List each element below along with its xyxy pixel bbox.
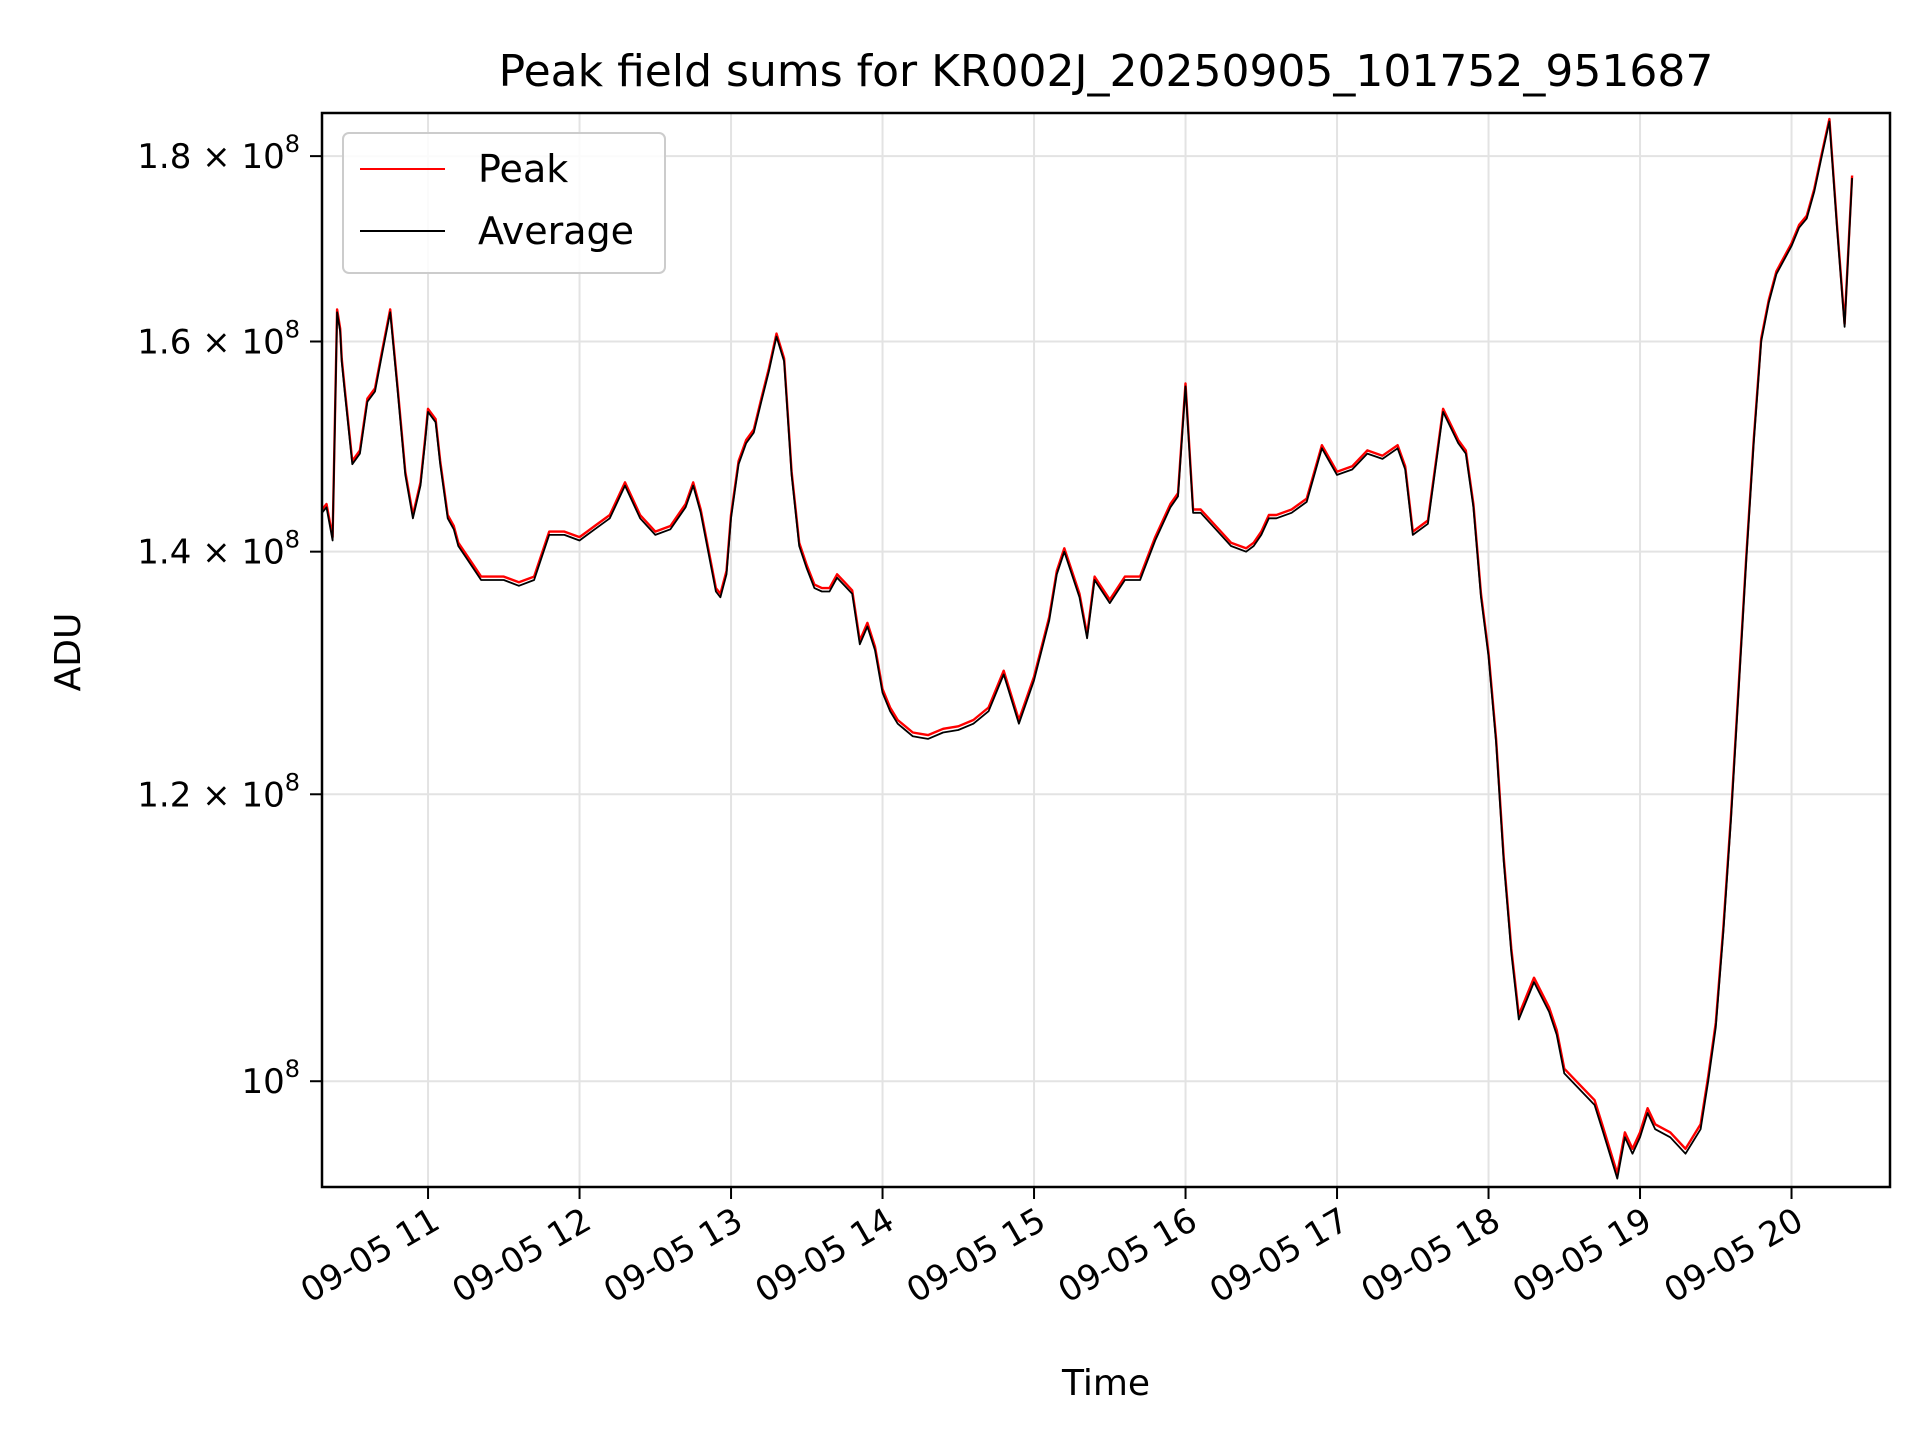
- y-tick-label-exponent: 8: [285, 768, 300, 796]
- y-tick-label-base: 1.6 × 10: [137, 322, 284, 362]
- plot-frame: [320, 111, 1892, 1189]
- y-tick-label-exponent: 8: [285, 1055, 300, 1083]
- y-tick-label-exponent: 8: [285, 315, 300, 343]
- y-tick-label: 1.2 × 108: [137, 768, 300, 815]
- y-tick-label-exponent: 8: [285, 526, 300, 554]
- y-axis-title: ADU: [48, 613, 89, 692]
- y-tick-label: 1.6 × 108: [137, 315, 300, 362]
- grid-lines: [322, 113, 1890, 1187]
- plot-area: [322, 117, 1854, 1180]
- legend-label-average: Average: [478, 209, 634, 253]
- y-tick-label-exponent: 8: [285, 130, 300, 158]
- y-tick-label-base: 1.4 × 10: [137, 533, 284, 573]
- series-lines: [322, 117, 1854, 1180]
- y-tick-label-base: 10: [241, 1062, 284, 1102]
- legend: Peak Average: [342, 132, 666, 274]
- legend-label-peak: Peak: [478, 147, 568, 191]
- y-tick-label-base: 1.8 × 10: [137, 137, 284, 177]
- y-tick-label: 1.8 × 108: [137, 130, 300, 177]
- y-tick-label: 108: [241, 1055, 300, 1102]
- x-axis-title: Time: [1061, 1363, 1150, 1404]
- chart-title: Peak field sums for KR002J_20250905_1017…: [499, 46, 1714, 97]
- y-tick-label: 1.4 × 108: [137, 526, 300, 573]
- y-tick-label-base: 1.2 × 10: [137, 775, 284, 815]
- series-line-average: [322, 120, 1853, 1180]
